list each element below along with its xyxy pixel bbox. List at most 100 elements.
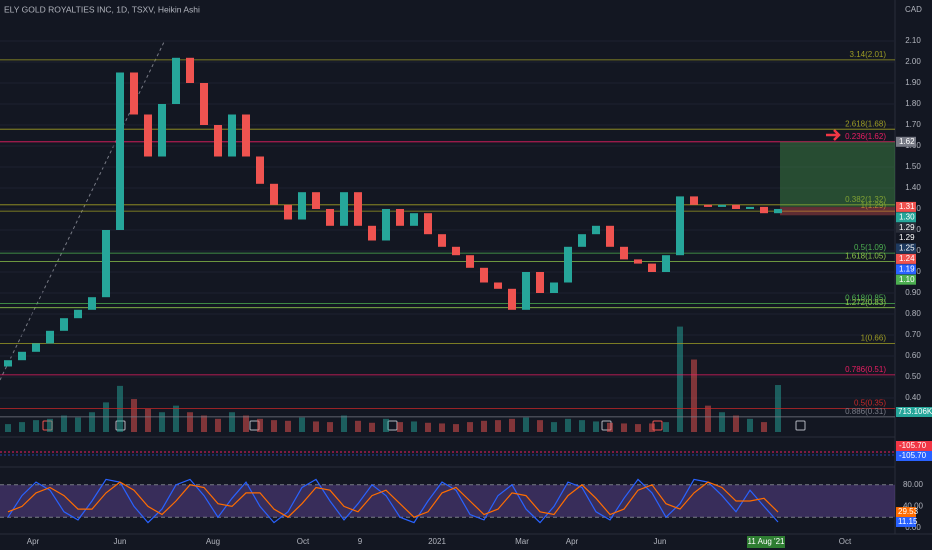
price-badge-label: 1.31: [899, 202, 915, 211]
y-tick-label: 0.90: [905, 288, 921, 297]
volume-bar: [215, 418, 221, 432]
candle-body: [690, 196, 698, 205]
x-tick-label: Jun: [114, 537, 127, 546]
fib-label: 3.14(2.01): [850, 50, 887, 59]
stoch-badge-label: 29.53: [898, 507, 919, 516]
stoch-badge: [896, 507, 916, 518]
volume-bar: [747, 418, 753, 432]
volume-bar: [509, 418, 515, 432]
price-badge-label: 1.30: [899, 212, 915, 221]
fib-label: 0.382(1.32): [845, 195, 886, 204]
candle-body: [312, 192, 320, 209]
candle-body: [298, 192, 306, 220]
position-profit: [780, 141, 895, 207]
fib-label: 0.236(1.62): [845, 132, 886, 141]
candle-body: [746, 206, 754, 209]
macd-badge: [896, 441, 932, 451]
volume-bar: [439, 423, 445, 432]
volume-bar: [761, 422, 767, 432]
candle-body: [522, 272, 530, 310]
stoch-tick-label: 40.00: [903, 502, 924, 511]
fib-label: 1.272(0.83): [845, 298, 886, 307]
volume-bar: [243, 415, 249, 432]
price-badge-label: 1.29: [899, 233, 915, 242]
x-tick-label: Mar: [515, 537, 529, 546]
y-tick-label: 1.80: [905, 99, 921, 108]
volume-badge-label: 713.106K: [898, 407, 932, 416]
fib-label: 1(1.29): [861, 201, 887, 210]
y-tick-label: 0.50: [905, 372, 921, 381]
volume-bar: [733, 415, 739, 432]
candle-body: [200, 83, 208, 125]
candle-body: [242, 114, 250, 157]
volume-bar: [635, 424, 641, 432]
volume-bar: [47, 418, 53, 432]
candle-body: [718, 204, 726, 207]
price-badge: [896, 274, 916, 285]
x-tick-label: Apr: [566, 537, 579, 546]
fib-label: 0.786(0.51): [845, 365, 886, 374]
volume-bar: [649, 423, 655, 432]
volume-bar: [327, 422, 333, 432]
volume-bar: [593, 421, 599, 432]
candle-body: [340, 192, 348, 226]
volume-bar: [719, 412, 725, 432]
candle-body: [60, 318, 68, 331]
volume-bar: [257, 418, 263, 432]
stoch-line: [7, 481, 779, 518]
candle-body: [368, 225, 376, 241]
y-tick-label: 1.40: [905, 183, 921, 192]
candle-body: [326, 209, 334, 226]
volume-bar: [313, 421, 319, 432]
fib-label: 0.5(1.09): [854, 243, 886, 252]
price-badge-label: 1.10: [899, 275, 915, 284]
volume-bar: [285, 420, 291, 432]
volume-bar: [33, 420, 39, 432]
volume-bar: [355, 420, 361, 432]
candle-body: [88, 297, 96, 310]
candle-body: [354, 192, 362, 226]
candle-body: [410, 213, 418, 226]
candle-body: [774, 209, 782, 214]
volume-bar: [383, 418, 389, 432]
candle-body: [508, 288, 516, 310]
fib-label: 1(0.66): [861, 334, 887, 343]
price-badge: [896, 243, 916, 254]
volume-bar: [75, 417, 81, 432]
fib-label: 1.618(1.05): [845, 252, 886, 261]
y-tick-label: 0.70: [905, 330, 921, 339]
macd-badge-label: -105.70: [899, 441, 927, 450]
x-tick-label: Apr: [27, 537, 40, 546]
price-badge: [896, 212, 916, 223]
volume-bar: [579, 420, 585, 432]
candle-body: [172, 57, 180, 104]
candle-body: [284, 204, 292, 220]
volume-bar: [397, 422, 403, 432]
candle-body: [424, 213, 432, 235]
candle-body: [480, 267, 488, 283]
candle-body: [592, 225, 600, 235]
candle-body: [452, 246, 460, 256]
volume-bar: [89, 412, 95, 432]
price-badge-label: 1.19: [899, 264, 915, 273]
volume-bar: [691, 359, 697, 432]
volume-bar: [523, 417, 529, 432]
price-badge-label: 1.25: [899, 244, 915, 253]
candle-body: [158, 104, 166, 157]
x-tick-label: 2021: [428, 537, 446, 546]
price-badge-label: 1.62: [899, 137, 915, 146]
candle-body: [606, 225, 614, 247]
stoch-badge-label: 11.15: [898, 517, 918, 526]
volume-bar: [159, 412, 165, 432]
earnings-marker: [795, 420, 806, 431]
price-badge: [896, 222, 916, 233]
y-tick-label: 2.00: [905, 57, 921, 66]
y-tick-label: 0.40: [905, 393, 921, 402]
x-tick-label: Oct: [297, 537, 310, 546]
volume-bar: [5, 424, 11, 432]
volume-bar: [565, 418, 571, 432]
currency: CAD: [905, 5, 922, 14]
price-badge-label: 1.29: [899, 223, 915, 232]
x-tick-label: Aug: [206, 537, 220, 546]
